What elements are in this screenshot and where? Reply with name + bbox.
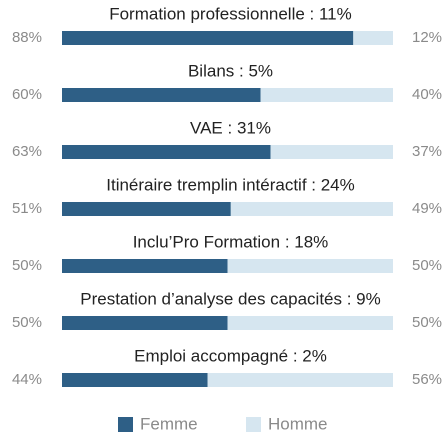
right-value-label: 37% (412, 143, 442, 160)
right-value-label: 40% (412, 86, 442, 103)
left-value-label: 50% (12, 257, 42, 274)
bar-segment (62, 316, 228, 330)
bar-segment (62, 259, 228, 273)
bar-segment (62, 373, 208, 387)
bar-segment (353, 31, 393, 45)
left-value-label: 60% (12, 86, 42, 103)
bar-segment (270, 145, 393, 159)
category-label: Formation professionnelle : 11% (109, 4, 352, 23)
right-value-label: 50% (412, 314, 442, 331)
left-value-label: 50% (12, 314, 42, 331)
bar-segment (227, 316, 393, 330)
category-label: Bilans : 5% (188, 61, 273, 80)
bar-segment (207, 373, 393, 387)
legend-swatch (118, 417, 133, 432)
bar-segment (230, 202, 393, 216)
right-value-label: 49% (412, 200, 442, 217)
category-label: VAE : 31% (190, 118, 271, 137)
legend-label: Femme (140, 414, 198, 433)
left-value-label: 44% (12, 371, 42, 388)
bar-segment (62, 31, 354, 45)
legend-swatch (246, 417, 261, 432)
right-value-label: 12% (412, 29, 442, 46)
bar-segment (62, 88, 261, 102)
left-value-label: 51% (12, 200, 42, 217)
left-value-label: 63% (12, 143, 42, 160)
bar-segment (260, 88, 393, 102)
right-value-label: 50% (412, 257, 442, 274)
bar-segment (62, 202, 231, 216)
left-value-label: 88% (12, 29, 42, 46)
category-label: Prestation d’analyse des capacités : 9% (80, 289, 381, 308)
bar-segment (62, 145, 271, 159)
legend-label: Homme (268, 414, 328, 433)
category-label: Itinéraire tremplin intéractif : 24% (106, 175, 355, 194)
right-value-label: 56% (412, 371, 442, 388)
category-label: Inclu’Pro Formation : 18% (133, 232, 329, 251)
category-label: Emploi accompagné : 2% (134, 346, 327, 365)
bar-segment (227, 259, 393, 273)
